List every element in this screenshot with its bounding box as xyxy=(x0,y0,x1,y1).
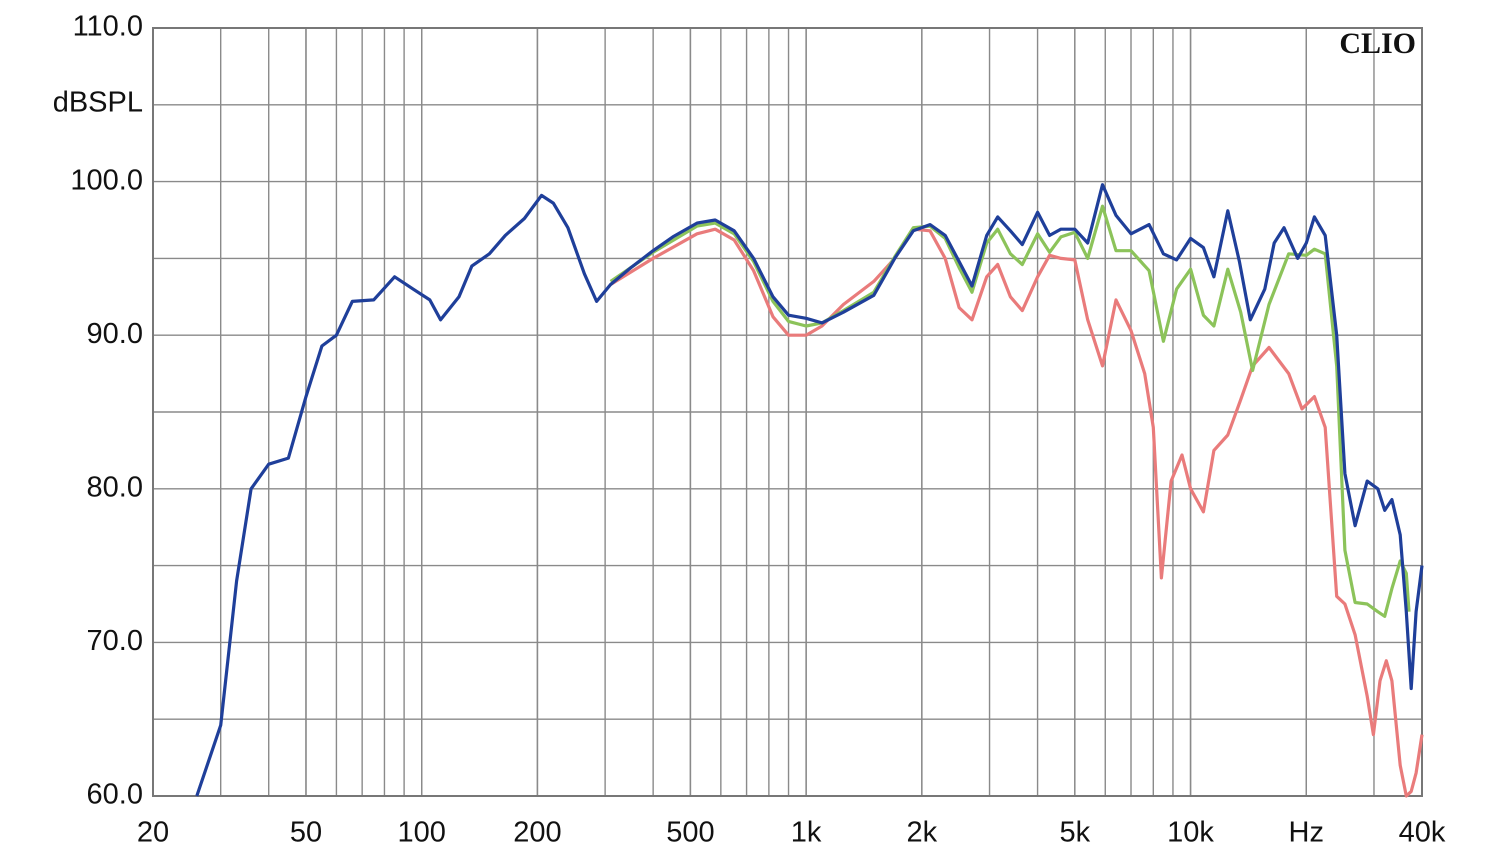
x-tick-label: 100 xyxy=(398,817,446,849)
y-axis-label: dBSPL xyxy=(53,87,143,119)
y-tick-label: 100.0 xyxy=(70,164,143,196)
x-tick-label: 5k xyxy=(1060,817,1091,849)
series-line xyxy=(609,227,1424,798)
x-tick-label: 40k xyxy=(1399,817,1446,849)
series-line xyxy=(609,204,1411,618)
plot-frame xyxy=(152,27,1423,797)
x-tick-label: 200 xyxy=(513,817,561,849)
x-tick-label: 20 xyxy=(137,817,169,849)
x-tick-label: 1k xyxy=(791,817,822,849)
x-tick-label: 10k xyxy=(1167,817,1214,849)
y-tick-label: 60.0 xyxy=(87,779,143,811)
y-tick-label: 110.0 xyxy=(73,11,143,43)
x-tick-label: 2k xyxy=(907,817,938,849)
y-tick-label: 90.0 xyxy=(87,318,143,350)
chart-title: CLIO xyxy=(1339,27,1416,60)
y-tick-label: 70.0 xyxy=(87,625,143,657)
x-tick-label: Hz xyxy=(1289,817,1324,849)
series-line xyxy=(195,183,1424,797)
y-tick-label: 80.0 xyxy=(87,471,143,503)
x-tick-label: 50 xyxy=(290,817,322,849)
x-tick-label: 500 xyxy=(666,817,714,849)
